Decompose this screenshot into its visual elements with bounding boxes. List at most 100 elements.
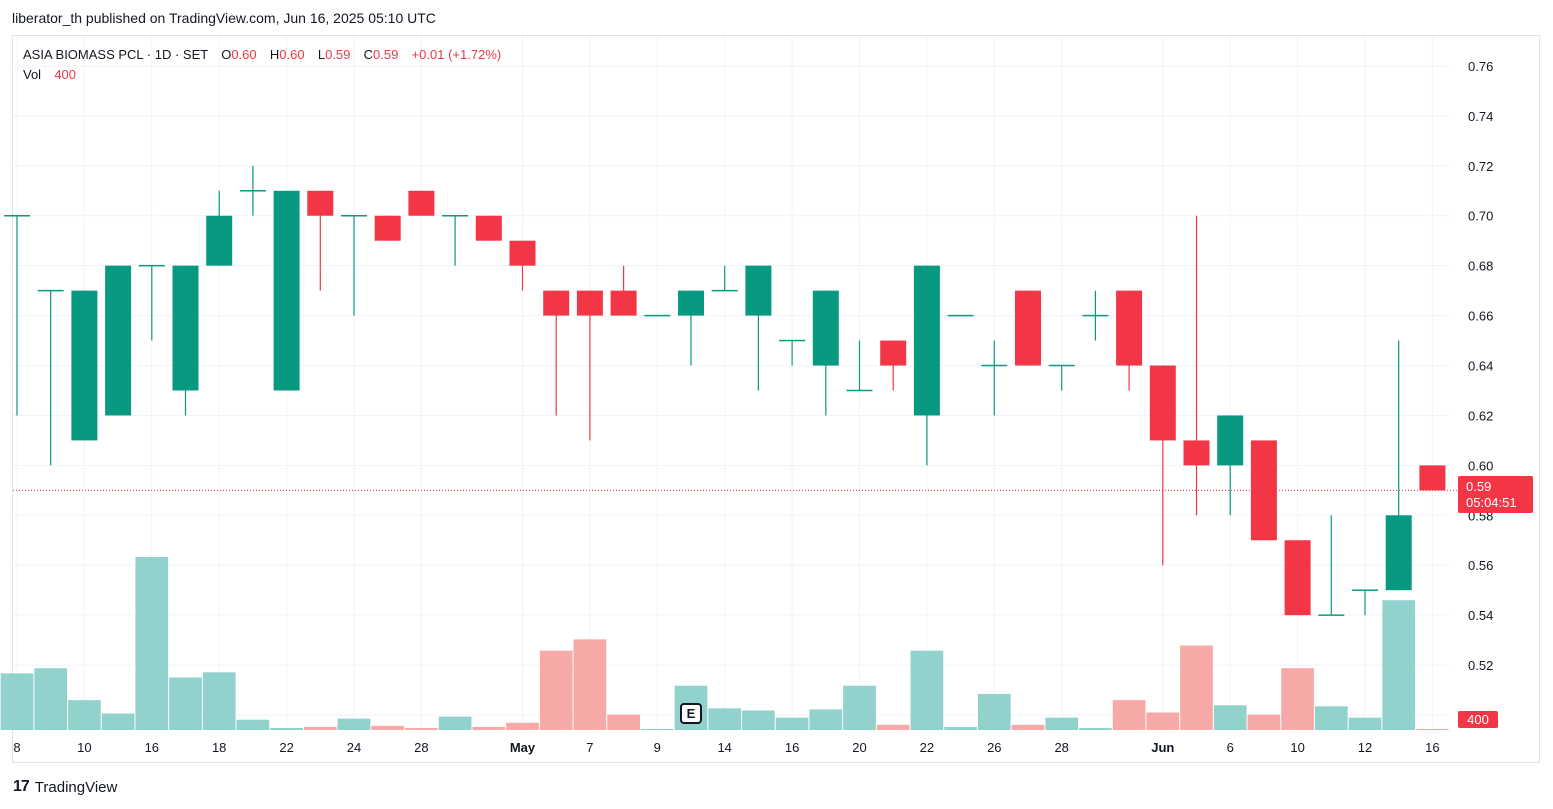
candle-body [1082, 314, 1109, 317]
price-tick-label: 0.66 [1468, 309, 1493, 324]
volume-bar [539, 650, 573, 730]
volume-tag: 400 [1458, 711, 1498, 728]
candle-body [408, 190, 435, 216]
time-tick-label: 8 [13, 740, 20, 755]
candle-body [543, 290, 570, 316]
volume-bar [1348, 717, 1382, 730]
time-tick-label: Jun [1151, 740, 1174, 755]
candle-body [812, 290, 839, 366]
volume-bar [1416, 728, 1449, 730]
earnings-event-marker[interactable]: E [680, 703, 702, 724]
volume-bar [944, 726, 977, 730]
volume-line: Vol 400 [23, 65, 501, 85]
price-tick-label: 0.70 [1468, 209, 1493, 224]
candle-body [880, 340, 907, 366]
time-tick-label: 7 [586, 740, 593, 755]
candle-body [307, 190, 334, 216]
candles [4, 165, 1446, 616]
time-tick-label: 10 [1290, 740, 1304, 755]
price-tick-label: 0.60 [1468, 458, 1493, 473]
time-tick-label: 18 [212, 740, 226, 755]
candle-body [913, 265, 940, 416]
volume-bar [405, 727, 438, 730]
change-value: +0.01 (+1.72%) [411, 47, 502, 62]
price-tick-label: 0.54 [1468, 608, 1493, 623]
time-tick-label: 20 [852, 740, 866, 755]
volume-bar [68, 700, 101, 730]
volume-bar [775, 717, 809, 730]
open-value: 0.60 [231, 47, 257, 62]
candle-body [1352, 589, 1378, 591]
volume-bar [910, 650, 944, 730]
open-label: O [221, 47, 232, 62]
volume-bar [1045, 717, 1079, 730]
candle-body [711, 289, 738, 292]
volume-value: 400 [54, 67, 77, 82]
time-tick-label: 28 [414, 740, 428, 755]
volume-bar [1146, 712, 1180, 730]
volume-bar [708, 708, 742, 730]
volume-bar [438, 716, 472, 730]
volume-bar [202, 672, 236, 730]
price-axis[interactable]: 0.760.740.720.700.680.660.640.620.600.58… [1468, 59, 1493, 723]
time-tick-label: 28 [1054, 740, 1068, 755]
volume-bar [34, 668, 68, 730]
ohlc-line: ASIA BIOMASS PCL · 1D · SET O0.60 H0.60 … [23, 45, 501, 65]
price-tick-label: 0.68 [1468, 259, 1493, 274]
candle-body [846, 389, 873, 392]
time-tick-label: 6 [1227, 740, 1234, 755]
time-tick-label: May [510, 740, 536, 755]
volume-bar [1079, 727, 1112, 730]
candle-body [678, 290, 704, 316]
close-value: 0.59 [373, 47, 399, 62]
candle-body [745, 265, 772, 316]
volume-bar [1382, 600, 1416, 730]
volume-bar [1011, 724, 1045, 730]
grid [13, 36, 1450, 730]
time-tick-label: 22 [279, 740, 293, 755]
volume-bar [1213, 705, 1247, 730]
time-axis[interactable]: 8 10 16 18 22 24 28 May 7 9 14 16 20 22 26 28 Jun 6 10 12 16 [13, 740, 1439, 755]
volume-bar [303, 726, 337, 730]
volume-bar [371, 725, 405, 730]
candle-body [172, 265, 199, 391]
candle-body [239, 190, 266, 192]
volume-bar [270, 727, 303, 730]
price-tick-label: 0.62 [1468, 408, 1493, 423]
time-tick-label: 9 [654, 740, 661, 755]
candle-body [1048, 364, 1075, 367]
volume-bar [876, 724, 910, 730]
low-label: L [317, 47, 326, 62]
volume-bar [573, 639, 607, 730]
candle-body [1149, 365, 1176, 441]
volume-bar [236, 719, 270, 730]
volume-bar [1314, 706, 1348, 730]
candle-body [105, 265, 132, 416]
tradingview-logo-icon: 17 [13, 778, 30, 795]
volume-bar [1281, 668, 1314, 730]
volume-bar [1112, 700, 1146, 730]
candle-body [1217, 415, 1244, 466]
price-tick-label: 0.52 [1468, 658, 1493, 673]
time-tick-label: 26 [987, 740, 1001, 755]
candle-body [947, 314, 974, 317]
symbol-title[interactable]: ASIA BIOMASS PCL · 1D · SET [23, 47, 208, 62]
volume-bar [742, 710, 775, 730]
candle-body [644, 314, 671, 317]
price-tick-label: 0.72 [1468, 159, 1493, 174]
volume-bar [640, 728, 674, 730]
chart-frame [12, 35, 1540, 763]
price-tick-label: 0.56 [1468, 558, 1493, 573]
footer-brand[interactable]: TradingView [34, 778, 118, 796]
last-price-value: 0.59 [1466, 479, 1492, 494]
volume-bar [843, 685, 876, 730]
candle-body [576, 290, 603, 316]
volume-label: Vol [23, 67, 42, 82]
candle-body [1385, 515, 1412, 591]
candle-body [1116, 290, 1143, 366]
candle-body [138, 264, 165, 267]
bar-countdown: 05:04:51 [1466, 495, 1517, 510]
candle-body [779, 339, 806, 342]
publisher-line: liberator_th published on TradingView.co… [12, 10, 436, 26]
